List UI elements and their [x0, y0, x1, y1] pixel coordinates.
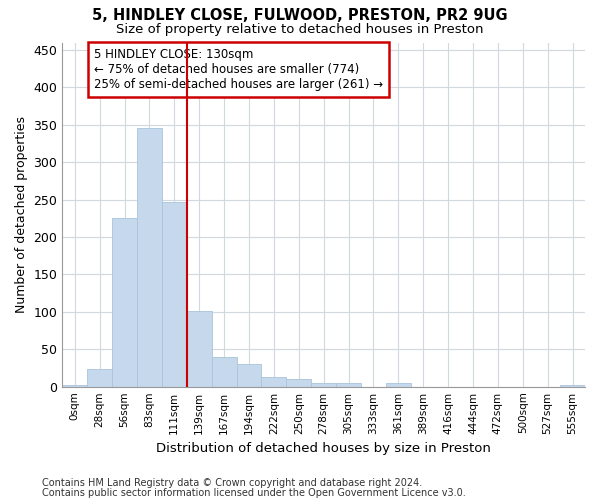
- Bar: [212, 357, 236, 386]
- Bar: [386, 383, 411, 386]
- Bar: [162, 202, 187, 386]
- Bar: [62, 385, 87, 386]
- Bar: [286, 379, 311, 386]
- Text: Contains HM Land Registry data © Crown copyright and database right 2024.: Contains HM Land Registry data © Crown c…: [42, 478, 422, 488]
- Bar: [112, 218, 137, 386]
- Text: 5, HINDLEY CLOSE, FULWOOD, PRESTON, PR2 9UG: 5, HINDLEY CLOSE, FULWOOD, PRESTON, PR2 …: [92, 8, 508, 22]
- Bar: [87, 368, 112, 386]
- Bar: [187, 311, 212, 386]
- Y-axis label: Number of detached properties: Number of detached properties: [15, 116, 28, 313]
- Text: Size of property relative to detached houses in Preston: Size of property relative to detached ho…: [116, 22, 484, 36]
- Bar: [262, 377, 286, 386]
- Bar: [560, 385, 585, 386]
- Bar: [236, 364, 262, 386]
- Bar: [137, 128, 162, 386]
- Text: 5 HINDLEY CLOSE: 130sqm
← 75% of detached houses are smaller (774)
25% of semi-d: 5 HINDLEY CLOSE: 130sqm ← 75% of detache…: [94, 48, 383, 90]
- Bar: [336, 383, 361, 386]
- Bar: [311, 383, 336, 386]
- Text: Contains public sector information licensed under the Open Government Licence v3: Contains public sector information licen…: [42, 488, 466, 498]
- X-axis label: Distribution of detached houses by size in Preston: Distribution of detached houses by size …: [156, 442, 491, 455]
